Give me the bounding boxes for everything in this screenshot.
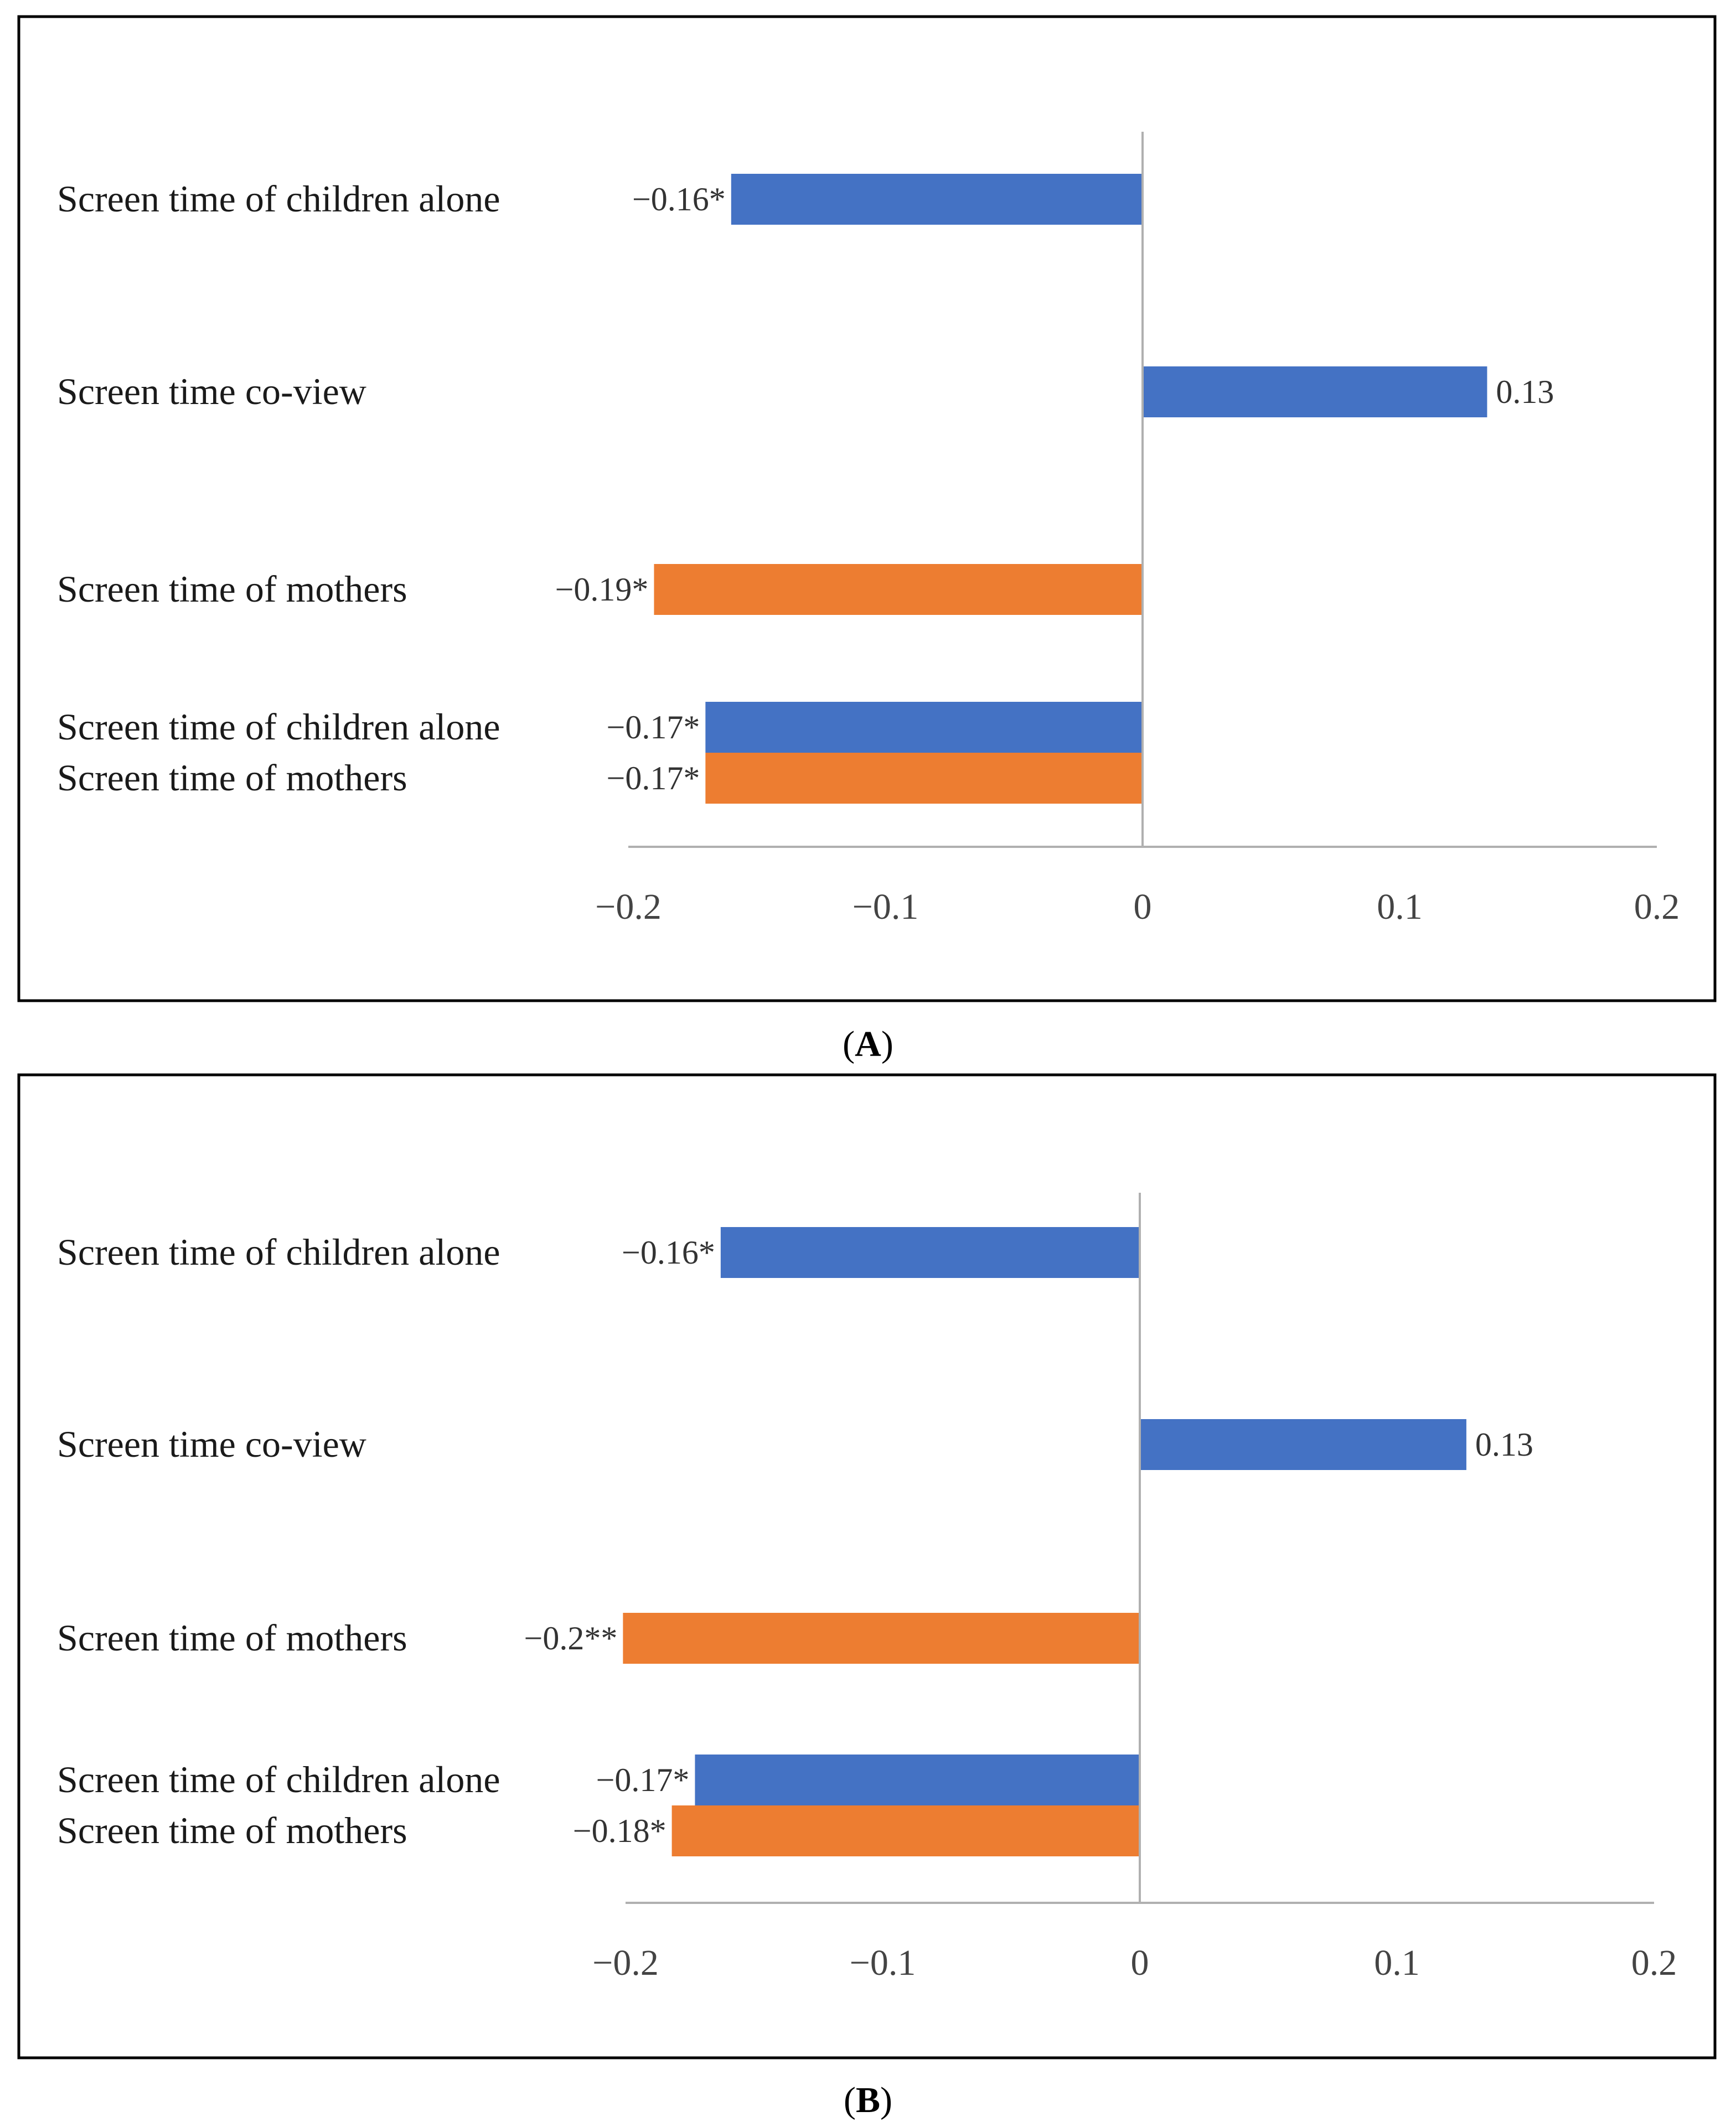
panel-b-bar-4 — [671, 1805, 1140, 1856]
panel-a-data-label-2: −0.19* — [555, 571, 649, 608]
panel-a-chart: −0.16* Screen time of children alone 0.13 S… — [57, 132, 1680, 927]
panel-b-data-label-1: 0.13 — [1475, 1426, 1533, 1463]
panel-a-data-label-3: −0.17* — [607, 709, 700, 746]
panel-a-tick-label-1: −0.1 — [852, 887, 919, 927]
panel-a-bar-2 — [654, 564, 1143, 615]
panel-b-category-label-0: Screen time of children alone — [57, 1231, 500, 1273]
panel-a-tick-label-3: 0.1 — [1377, 887, 1423, 927]
panel-a-bar-4 — [705, 753, 1143, 804]
panel-a-category-label-0: Screen time of children alone — [57, 178, 500, 220]
panel-b-data-label-3: −0.17* — [596, 1762, 690, 1798]
panel-a-data-label-4: −0.17* — [607, 760, 700, 796]
panel-a-bar-0 — [731, 174, 1143, 225]
panel-b-tick-label-0: −0.2 — [592, 1943, 659, 1983]
panel-b-bar-2 — [623, 1613, 1140, 1664]
panel-a-category-label-2: Screen time of mothers — [57, 568, 407, 610]
panel-a-bar-3 — [705, 702, 1143, 753]
panel-b-bar-1 — [1140, 1419, 1466, 1470]
panel-b-bar-0 — [720, 1227, 1140, 1278]
panel-a-tick-label-4: 0.2 — [1634, 887, 1680, 927]
panel-a-category-label-1: Screen time co-view — [57, 370, 366, 412]
panel-b-category-label-4: Screen time of mothers — [57, 1809, 407, 1851]
panel-b-data-label-2: −0.2** — [524, 1620, 618, 1657]
panel-a-frame — [17, 15, 1717, 1002]
panel-b-bar-3 — [695, 1755, 1140, 1805]
panel-a-bar-1 — [1143, 366, 1487, 417]
panel-b-tick-label-4: 0.2 — [1631, 1943, 1677, 1983]
panel-b-frame — [17, 1073, 1717, 2059]
panel-a-label: (A) — [843, 1024, 893, 1064]
panel-b-category-label-3: Screen time of children alone — [57, 1758, 500, 1800]
panel-b-tick-label-2: 0 — [1131, 1943, 1149, 1983]
panel-a-tick-label-2: 0 — [1134, 887, 1152, 927]
panel-a-tick-label-0: −0.2 — [595, 887, 662, 927]
panel-b-category-label-1: Screen time co-view — [57, 1423, 366, 1465]
panel-a-category-label-3: Screen time of children alone — [57, 706, 500, 748]
panel-b-label: (B) — [844, 2080, 892, 2120]
panel-a-category-label-4: Screen time of mothers — [57, 757, 407, 799]
panel-a-data-label-1: 0.13 — [1496, 374, 1554, 410]
panel-b-chart: −0.16* Screen time of children alone 0.13 S… — [57, 1193, 1677, 1983]
panel-b-data-label-4: −0.18* — [573, 1813, 666, 1849]
panel-a-data-label-0: −0.16* — [632, 181, 726, 218]
panel-b-category-label-2: Screen time of mothers — [57, 1617, 407, 1659]
panel-b-tick-label-1: −0.1 — [850, 1943, 916, 1983]
panel-b-data-label-0: −0.16* — [622, 1234, 715, 1271]
panel-b-tick-label-3: 0.1 — [1374, 1943, 1420, 1983]
